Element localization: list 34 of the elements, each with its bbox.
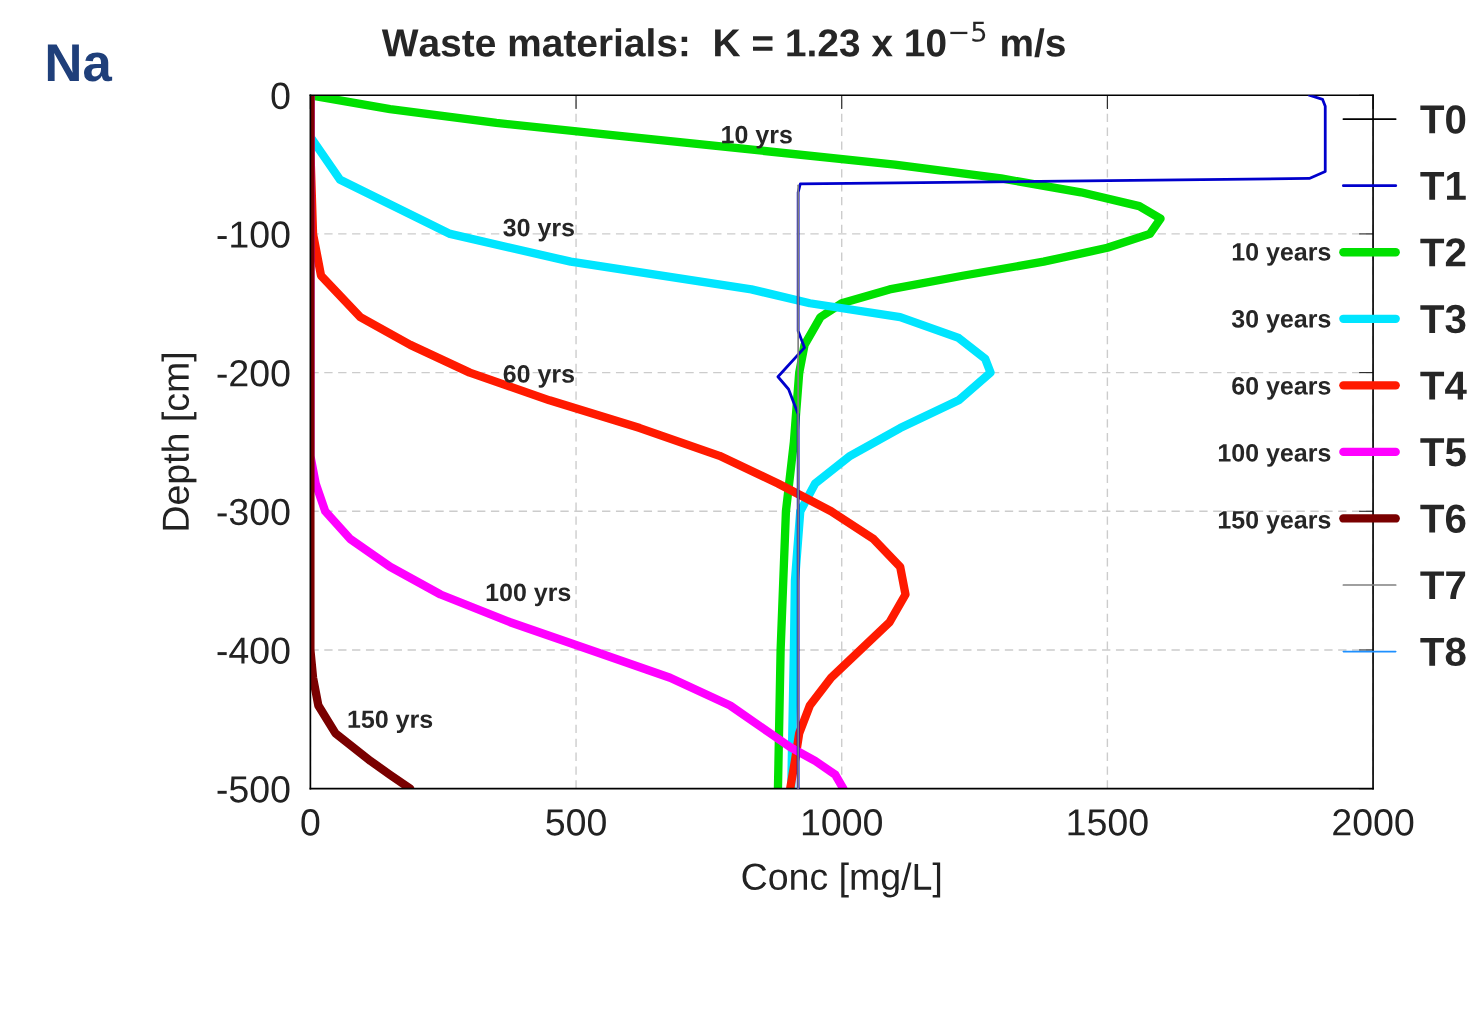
annotation: 60 yrs <box>503 365 574 388</box>
x-tick-label: 500 <box>546 809 606 836</box>
chart-title: Waste materials: K = 1.23 x 10$^{−5}$ m/s <box>381 21 1065 58</box>
y-tick-label: -200 <box>217 360 290 387</box>
annotation: 150 years <box>1218 511 1331 534</box>
y-tick-label: -500 <box>217 776 290 803</box>
x-axis-title: Conc [mg/L] <box>742 862 941 898</box>
legend-label: T6 <box>1420 504 1466 533</box>
annotation: 100 years <box>1218 444 1331 467</box>
annotation: 30 years <box>1231 310 1331 333</box>
annotation: 100 yrs <box>486 583 571 607</box>
legend-label: T7 <box>1420 571 1466 600</box>
legend-label: T5 <box>1420 438 1466 467</box>
legend-label: T3 <box>1420 304 1466 334</box>
x-tick-label: 2000 <box>1333 809 1414 836</box>
y-tick-label: -100 <box>217 221 290 248</box>
y-axis-title: Depth [cm] <box>161 353 197 530</box>
y-tick-label: -300 <box>217 498 290 526</box>
annotation: 60 years <box>1232 377 1331 400</box>
y-tick-label: 0 <box>271 82 290 110</box>
legend-label: T2 <box>1420 238 1466 267</box>
annotation: 150 yrs <box>348 710 433 734</box>
x-tick-label: 1000 <box>802 809 882 836</box>
text: Na <box>47 44 113 82</box>
y-tick-label: -400 <box>217 637 290 664</box>
legend-label: T8 <box>1420 637 1466 667</box>
annotation: 10 years <box>1232 243 1331 266</box>
x-tick-label: 0 <box>301 809 320 836</box>
legend-label: T0 <box>1420 105 1466 134</box>
legend-label: T1 <box>1420 172 1466 200</box>
annotation: 30 yrs <box>503 218 574 242</box>
annotation: 10 yrs <box>722 125 792 149</box>
legend-label: T4 <box>1420 371 1467 400</box>
x-tick-label: 1500 <box>1068 809 1148 836</box>
